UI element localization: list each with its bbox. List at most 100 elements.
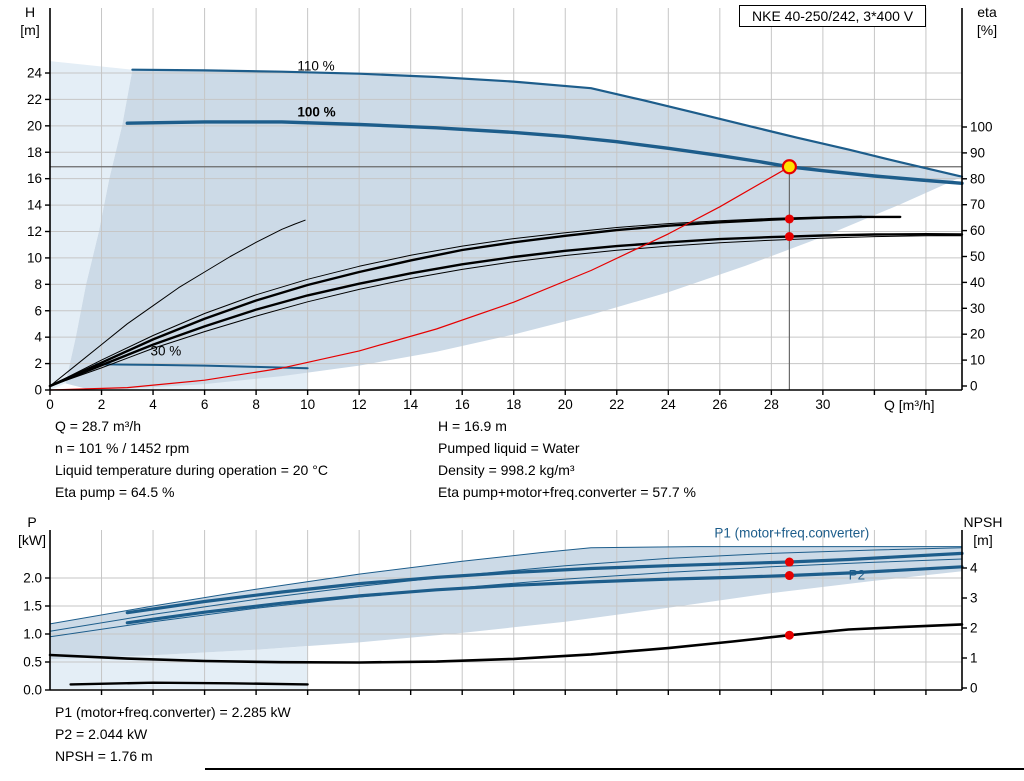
- x-tick-label: 8: [252, 397, 260, 412]
- curve-p1-band-low-thin-curve: [49, 558, 963, 638]
- eta-total-dot: [784, 232, 794, 242]
- curve-speed-110-curve: [131, 68, 964, 178]
- duty-flow-text: Q = 28.7 m³/h: [55, 418, 141, 434]
- p1-dot: [784, 557, 794, 567]
- npsh-axis-symbol: NPSH: [963, 514, 1003, 530]
- y-left-tick-label: 1.5: [23, 599, 42, 614]
- y-right-tick-label: 90: [970, 145, 985, 160]
- p1-result-text: P1 (motor+freq.converter) = 2.285 kW: [55, 704, 291, 720]
- npsh-result-text: NPSH = 1.76 m: [55, 748, 153, 764]
- y-right-tick-label: 70: [970, 197, 985, 212]
- y-right-tick-label: 60: [970, 223, 985, 238]
- curve-p1-curve: [125, 551, 964, 615]
- x-tick-label: 16: [455, 397, 470, 412]
- x-tick-label: 14: [403, 397, 419, 412]
- curve-label: 30 %: [150, 344, 181, 359]
- y-right-tick-label: 100: [970, 120, 993, 135]
- curve-eta-total-thin-curve: [49, 235, 963, 387]
- eta-total-text: Eta pump+motor+freq.converter = 57.7 %: [438, 484, 696, 500]
- npsh-axis-title: NPSH [m]: [952, 513, 1014, 549]
- x-tick-label: 10: [300, 397, 315, 412]
- y-left-tick-label: 2.0: [23, 571, 42, 586]
- npsh-dot: [784, 630, 794, 640]
- x-tick-label: 12: [352, 397, 367, 412]
- y-left-tick-label: 8: [34, 277, 42, 292]
- h-axis-unit: [m]: [20, 22, 40, 38]
- duty-info-left-column: Q = 28.7 m³/h n = 101 % / 1452 rpm Liqui…: [55, 415, 328, 503]
- density-text: Density = 998.2 kg/m³: [438, 462, 575, 478]
- y-right-tick-label: 30: [970, 301, 985, 316]
- y-right-tick-label: 0: [970, 681, 978, 696]
- y-right-tick-label: 40: [970, 275, 985, 290]
- y-right-tick-label: 3: [970, 591, 978, 606]
- x-tick-label: 22: [609, 397, 624, 412]
- y-right-tick-label: 0: [970, 379, 978, 394]
- duty-speed-text: n = 101 % / 1452 rpm: [55, 440, 190, 456]
- q-axis-title: Q [m³/h]: [884, 397, 935, 413]
- p-axis-symbol: P: [27, 514, 37, 530]
- p-axis-unit: [kW]: [18, 532, 46, 548]
- curve-p2-curve: [125, 565, 964, 625]
- y-left-tick-label: 2: [34, 356, 42, 371]
- x-tick-label: 24: [661, 397, 677, 412]
- y-left-tick-label: 24: [27, 66, 43, 81]
- x-tick-label: 20: [558, 397, 573, 412]
- h-axis-symbol: H: [24, 4, 36, 20]
- y-left-tick-label: 20: [27, 118, 42, 133]
- curve-p1-band-mid-thin-curve: [49, 547, 963, 632]
- y-left-tick-label: 4: [34, 330, 42, 345]
- h-axis-title: H [m]: [12, 3, 48, 39]
- y-left-tick-label: 0: [34, 383, 42, 398]
- power-results-column: P1 (motor+freq.converter) = 2.285 kW P2 …: [55, 701, 291, 767]
- footer-divider: [205, 768, 1024, 770]
- y-right-tick-label: 1: [970, 651, 978, 666]
- liquid-temperature-text: Liquid temperature during operation = 20…: [55, 462, 328, 478]
- x-tick-label: 2: [98, 397, 106, 412]
- eta-pump-dot: [784, 214, 794, 224]
- curve-eta-fullspeed-thin-curve: [49, 219, 306, 387]
- x-tick-label: 26: [712, 397, 727, 412]
- npsh-axis-unit: [m]: [973, 532, 993, 548]
- curve-npsh-curve: [48, 623, 964, 664]
- y-right-tick-label: 4: [970, 561, 978, 576]
- x-tick-label: 6: [201, 397, 209, 412]
- y-right-tick-label: 20: [970, 327, 985, 342]
- y-left-tick-label: 10: [27, 250, 42, 265]
- y-left-tick-label: 0.0: [23, 683, 42, 698]
- y-left-tick-label: 22: [27, 92, 42, 107]
- curve-system-curve: [49, 166, 791, 391]
- eta-pump-text: Eta pump = 64.5 %: [55, 484, 175, 500]
- eta-axis-title: eta [%]: [964, 3, 1010, 39]
- eta-axis-unit: [%]: [976, 22, 998, 38]
- y-right-tick-label: 80: [970, 171, 985, 186]
- pump-name-box: NKE 40-250/242, 3*400 V: [739, 5, 927, 27]
- y-left-tick-label: 1.0: [23, 627, 42, 642]
- p2-dot: [784, 571, 794, 581]
- x-tick-label: 4: [149, 397, 157, 412]
- p-axis-title: P [kW]: [12, 513, 52, 549]
- duty-info-right-column: H = 16.9 m Pumped liquid = Water Density…: [438, 415, 696, 503]
- y-left-tick-label: 16: [27, 171, 42, 186]
- y-right-tick-label: 10: [970, 353, 985, 368]
- x-tick-label: 18: [506, 397, 521, 412]
- curve-label: P2: [849, 568, 866, 583]
- curve-label: 110 %: [297, 58, 334, 73]
- y-left-tick-label: 12: [27, 224, 42, 239]
- duty-head-text: H = 16.9 m: [438, 418, 507, 434]
- eta-axis-symbol: eta: [977, 4, 997, 20]
- y-right-tick-label: 50: [970, 249, 985, 264]
- x-tick-label: 28: [764, 397, 779, 412]
- operating-envelope-left-light: [50, 61, 133, 390]
- pumped-liquid-text: Pumped liquid = Water: [438, 440, 580, 456]
- x-tick-label: 0: [46, 397, 54, 412]
- y-left-tick-label: 0.5: [23, 655, 42, 670]
- curve-p1-max-thin-curve: [49, 546, 963, 625]
- curve-eta-total-curve: [48, 232, 964, 388]
- y-left-tick-label: 14: [27, 198, 43, 213]
- y-left-tick-label: 6: [34, 303, 42, 318]
- y-left-tick-label: 18: [27, 145, 42, 160]
- curve-label: 100 %: [297, 105, 335, 120]
- duty-point[interactable]: [781, 159, 797, 175]
